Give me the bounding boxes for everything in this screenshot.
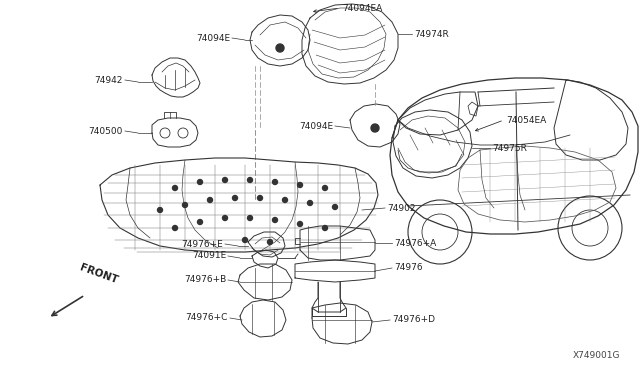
Circle shape bbox=[248, 215, 253, 221]
Text: 74094E: 74094E bbox=[196, 33, 230, 42]
Circle shape bbox=[257, 196, 262, 201]
Text: 74976+B: 74976+B bbox=[184, 276, 226, 285]
Text: 74976+A: 74976+A bbox=[394, 238, 436, 247]
Text: FRONT: FRONT bbox=[78, 263, 119, 286]
Circle shape bbox=[298, 221, 303, 227]
Circle shape bbox=[333, 205, 337, 209]
Circle shape bbox=[268, 240, 273, 244]
Text: 74942: 74942 bbox=[95, 76, 123, 84]
Circle shape bbox=[298, 183, 303, 187]
Circle shape bbox=[276, 44, 284, 52]
Circle shape bbox=[173, 225, 177, 231]
Text: 74974R: 74974R bbox=[414, 29, 449, 38]
Text: 74094E: 74094E bbox=[299, 122, 333, 131]
Text: 74091E: 74091E bbox=[192, 251, 226, 260]
Circle shape bbox=[223, 177, 227, 183]
Text: 740500: 740500 bbox=[88, 126, 123, 135]
Circle shape bbox=[173, 186, 177, 190]
Circle shape bbox=[198, 180, 202, 185]
Circle shape bbox=[323, 186, 328, 190]
Text: 74976: 74976 bbox=[394, 263, 422, 273]
Text: 74976+C: 74976+C bbox=[186, 314, 228, 323]
Circle shape bbox=[223, 215, 227, 221]
Circle shape bbox=[157, 208, 163, 212]
Text: 74094EA: 74094EA bbox=[342, 3, 382, 13]
Circle shape bbox=[243, 237, 248, 243]
Circle shape bbox=[323, 225, 328, 231]
Circle shape bbox=[182, 202, 188, 208]
Circle shape bbox=[273, 180, 278, 185]
Text: 74054EA: 74054EA bbox=[506, 115, 547, 125]
Text: 74976+E: 74976+E bbox=[181, 240, 223, 248]
Text: 74902: 74902 bbox=[387, 203, 415, 212]
Circle shape bbox=[282, 198, 287, 202]
Circle shape bbox=[198, 219, 202, 224]
Text: X749001G: X749001G bbox=[573, 351, 620, 360]
Text: 74976+D: 74976+D bbox=[392, 315, 435, 324]
Circle shape bbox=[232, 196, 237, 201]
Text: 74975R: 74975R bbox=[492, 144, 527, 153]
Circle shape bbox=[273, 218, 278, 222]
Circle shape bbox=[207, 198, 212, 202]
Circle shape bbox=[307, 201, 312, 205]
Circle shape bbox=[371, 124, 379, 132]
Circle shape bbox=[248, 177, 253, 183]
